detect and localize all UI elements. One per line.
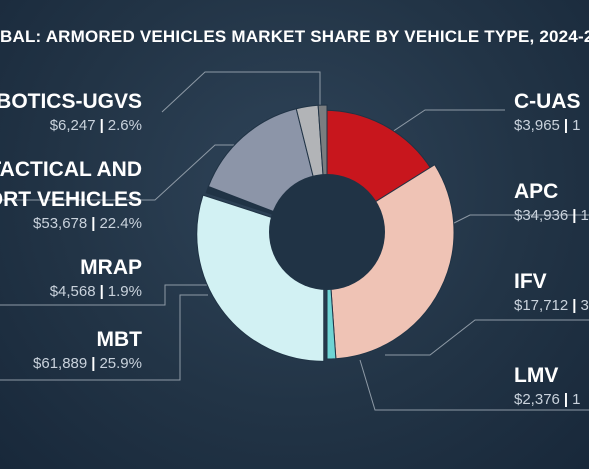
leader-line-mrap: [0, 284, 215, 306]
label-lmv: LMV $2,376 | 1: [514, 364, 580, 410]
label-lmv-values: $2,376 | 1: [514, 391, 581, 408]
label-lmv-share: 1: [572, 391, 581, 408]
label-mrap: MRAP $4,568 | 1.9%: [50, 256, 142, 302]
label-ifv-name: IFV: [514, 270, 547, 293]
label-cuas-value: $3,965: [514, 117, 560, 134]
label-robotics-name: OBOTICS-UGVS: [0, 90, 142, 113]
label-tactical-line2: PORT VEHICLES: [0, 188, 142, 211]
leader-lines: [0, 71, 589, 411]
label-mbt: MBT $61,889 | 25.9%: [33, 328, 142, 374]
label-mbt-name: MBT: [96, 328, 143, 351]
label-tactical-value: $53,678: [33, 215, 88, 232]
chart-title: BAL: ARMORED VEHICLES MARKET SHARE BY VE…: [0, 27, 589, 46]
leader-line-bottom: [359, 359, 589, 411]
label-mrap-name: MRAP: [80, 256, 142, 279]
label-cuas: C-UAS $3,965 | 1: [514, 90, 581, 136]
label-ifv: IFV $17,712 | 3: [514, 270, 589, 316]
label-robotics-share: 2.6%: [107, 117, 142, 134]
label-apc-share: 1: [580, 207, 589, 224]
label-robotics: OBOTICS-UGVS $6,247|2.6%: [0, 90, 142, 136]
label-lmv-value: $2,376: [514, 391, 560, 408]
label-mrap-value: $4,568: [49, 283, 96, 300]
label-cuas-name: C-UAS: [514, 90, 581, 113]
label-mbt-values: $61,889 | 25.9%: [33, 355, 142, 372]
label-tactical-share: 22.4%: [99, 215, 142, 232]
label-apc: APC $34,936 | 1: [514, 180, 589, 226]
label-apc-name: APC: [514, 180, 559, 203]
label-apc-values: $34,936 | 1: [514, 207, 589, 224]
leader-line-mbt: [0, 294, 208, 381]
label-mrap-share: 1.9%: [107, 283, 142, 300]
label-cuas-share: 1: [572, 117, 581, 134]
leader-line-robotics: [161, 71, 321, 125]
label-tactical: TACTICAL AND PORT VEHICLES $53,678|22.4%: [0, 158, 142, 234]
label-tactical-values: $53,678 | 22.4%: [33, 215, 142, 232]
label-robotics-values: $6,247 | 2.6%: [49, 117, 142, 134]
label-cuas-values: $3,965 | 1: [514, 117, 581, 134]
leader-line-lmv: [385, 319, 589, 356]
label-mbt-value: $61,889: [33, 355, 88, 372]
label-ifv-share: 3: [580, 297, 589, 314]
label-robotics-value: $6,247: [49, 117, 96, 134]
label-lmv-name: LMV: [514, 364, 559, 387]
label-ifv-values: $17,712 | 3: [514, 297, 589, 314]
donut-hole: [269, 174, 385, 290]
label-apc-value: $34,936: [514, 207, 569, 224]
label-mbt-share: 25.9%: [99, 355, 142, 372]
label-tactical-line1: TACTICAL AND: [0, 158, 142, 181]
label-mrap-values: $4,568 | 1.9%: [49, 283, 142, 300]
label-ifv-value: $17,712: [514, 297, 569, 314]
